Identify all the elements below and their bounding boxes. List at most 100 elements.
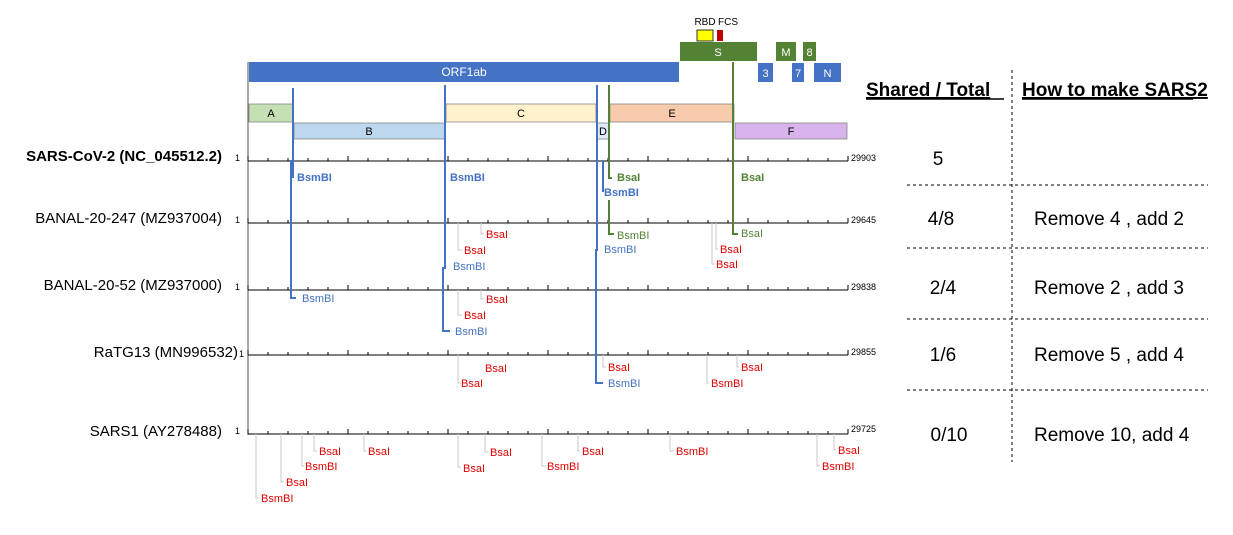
leader-line bbox=[457, 434, 461, 468]
leader-line bbox=[736, 355, 739, 368]
site-label: BsmBI bbox=[676, 446, 708, 458]
fragment-a-label: A bbox=[267, 108, 275, 120]
leader-line bbox=[363, 434, 366, 452]
genome-name-banal52: BANAL-20-52 (MZ937000) bbox=[44, 277, 222, 294]
leader-line bbox=[280, 434, 284, 483]
site-label: BsaI bbox=[485, 363, 507, 375]
orf3-box bbox=[758, 63, 773, 82]
site-label: BsaI bbox=[608, 362, 630, 374]
site-label: BsaI bbox=[741, 228, 763, 240]
site-label: BsaI bbox=[741, 172, 764, 184]
bsai-green-line-2 bbox=[608, 200, 614, 235]
n-gene-label: N bbox=[824, 68, 832, 80]
genome-start-banal247: 1 bbox=[235, 215, 240, 225]
shared-site-lines bbox=[290, 62, 738, 384]
shared-value: 0/10 bbox=[931, 425, 968, 446]
leader-line bbox=[480, 223, 484, 235]
leader-line bbox=[313, 434, 317, 452]
bsmbi-line-2 bbox=[442, 85, 450, 332]
site-label: BsaI bbox=[486, 294, 508, 306]
site-label: BsaI bbox=[486, 229, 508, 241]
leader-line bbox=[816, 434, 820, 467]
leader-line bbox=[457, 290, 462, 316]
orf8-label: 8 bbox=[806, 47, 812, 59]
site-label: BsaI bbox=[716, 259, 738, 271]
leader-line bbox=[833, 434, 836, 451]
s-gene-box bbox=[680, 42, 757, 61]
genome-axes bbox=[247, 156, 849, 435]
site-label: BsmBI bbox=[547, 461, 579, 473]
bsai-green-line-1 bbox=[608, 85, 612, 179]
site-labels-shared: BsmBI BsmBI BsaI BsmBI BsaI BsmBI BsmBI … bbox=[297, 172, 764, 390]
leader-line bbox=[480, 290, 484, 300]
leader-line bbox=[669, 434, 674, 452]
bsmbi-line-3 bbox=[595, 85, 603, 384]
fragment-c-label: C bbox=[517, 108, 525, 120]
genome-end-sars2: 29903 bbox=[851, 153, 876, 163]
leader-line bbox=[577, 434, 580, 452]
site-label: BsmBI bbox=[822, 461, 854, 473]
site-label: BsaI bbox=[720, 244, 742, 256]
leader-line bbox=[715, 223, 718, 250]
site-label: BsmBI bbox=[604, 244, 636, 256]
bsmbi-line-1 bbox=[290, 88, 296, 299]
site-label: BsmBI bbox=[453, 261, 485, 273]
how-to-header: How to make SARS2 bbox=[1022, 80, 1208, 101]
genome-end-banal52: 29838 bbox=[851, 282, 876, 292]
site-label: BsmBI bbox=[617, 230, 649, 242]
site-label: BsaI bbox=[490, 447, 512, 459]
how-value: Remove 10, add 4 bbox=[1034, 425, 1190, 446]
orf7-box bbox=[792, 63, 804, 82]
site-label: BsaI bbox=[319, 446, 341, 458]
orf8-box bbox=[803, 42, 816, 61]
genome-end-ratg13: 29855 bbox=[851, 347, 876, 357]
genome-start-ratg13: 1 bbox=[239, 349, 244, 359]
leader-line bbox=[602, 355, 606, 368]
fragment-d-label: D bbox=[599, 126, 607, 138]
genome-name-sars2: SARS-CoV-2 (NC_045512.2) bbox=[26, 148, 222, 165]
site-label: BsaI bbox=[617, 172, 640, 184]
site-label: BsmBI bbox=[302, 293, 334, 305]
leader-line bbox=[457, 223, 462, 251]
fragment-b-label: B bbox=[365, 126, 372, 138]
site-label: BsmBI bbox=[604, 187, 639, 199]
site-label: BsmBI bbox=[608, 378, 640, 390]
genome-start-sars1: 1 bbox=[235, 426, 240, 436]
site-label: BsaI bbox=[464, 245, 486, 257]
leader-line bbox=[255, 434, 259, 499]
fcs-box bbox=[717, 30, 723, 41]
genome-start-sars2: 1 bbox=[235, 153, 240, 163]
bsai-green-line-3 bbox=[732, 62, 738, 235]
leader-line bbox=[711, 223, 714, 265]
shared-total-header: Shared / Total bbox=[866, 80, 990, 101]
leader-line bbox=[301, 434, 304, 467]
site-label: BsmBI bbox=[455, 326, 487, 338]
orf3-label: 3 bbox=[762, 68, 768, 80]
n-gene-box bbox=[814, 63, 841, 82]
site-label: BsaI bbox=[464, 310, 486, 322]
summary-table: Shared / Total How to make SARS2 5 4/8 2… bbox=[866, 70, 1208, 462]
site-label: BsaI bbox=[286, 477, 308, 489]
leader-line bbox=[706, 355, 709, 384]
rbd-label: RBD bbox=[694, 17, 715, 28]
shared-value: 2/4 bbox=[930, 278, 957, 299]
genome-features: RBD FCS S M 8 ORF1ab 3 7 N bbox=[249, 17, 841, 82]
genome-end-sars1: 29725 bbox=[851, 424, 876, 434]
site-label: BsaI bbox=[461, 378, 483, 390]
site-labels-red bbox=[255, 223, 836, 499]
shared-value: 1/6 bbox=[930, 345, 956, 366]
site-label: BsaI bbox=[838, 445, 860, 457]
orf7-label: 7 bbox=[795, 68, 801, 80]
genome-name-banal247: BANAL-20-247 (MZ937004) bbox=[35, 210, 222, 227]
site-label: BsaI bbox=[582, 446, 604, 458]
site-label: BsmBI bbox=[261, 493, 293, 505]
rbd-box bbox=[696, 29, 714, 42]
site-label: BsmBI bbox=[711, 378, 743, 390]
genome-start-banal52: 1 bbox=[235, 282, 240, 292]
genome-labels: SARS-CoV-2 (NC_045512.2) 1 29903 BANAL-2… bbox=[26, 148, 876, 440]
how-value: Remove 5 , add 4 bbox=[1034, 345, 1184, 366]
fcs-label: FCS bbox=[718, 17, 738, 28]
genome-name-ratg13: RaTG13 (MN996532) bbox=[94, 344, 238, 361]
genome-end-banal247: 29645 bbox=[851, 215, 876, 225]
